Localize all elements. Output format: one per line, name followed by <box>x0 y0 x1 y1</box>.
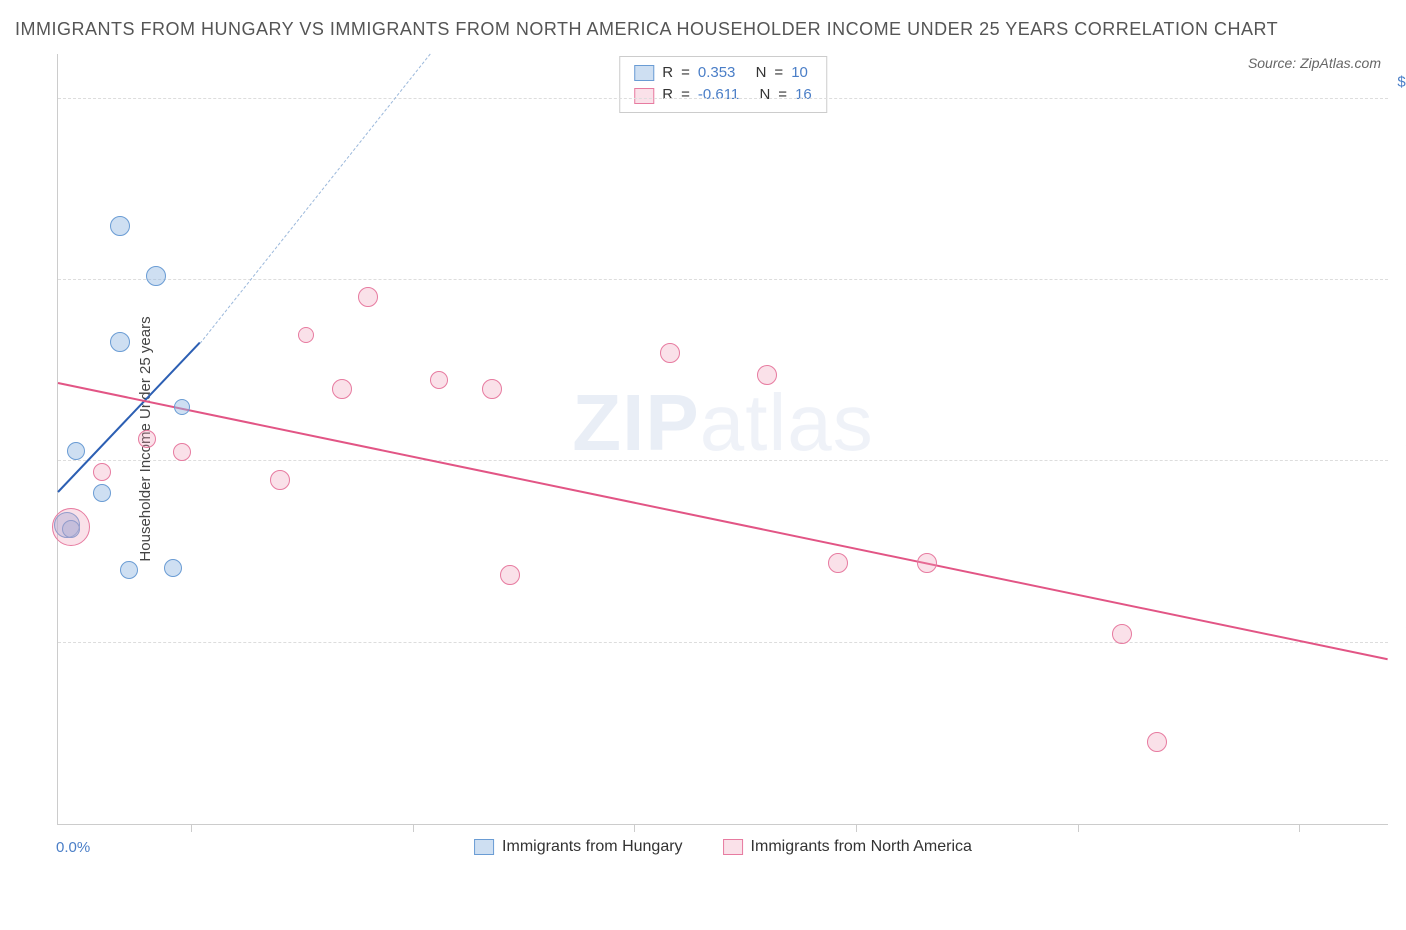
series-legend: Immigrants from Hungary Immigrants from … <box>474 838 972 856</box>
r-value-northamerica: -0.611 <box>698 84 739 107</box>
x-tick <box>1078 824 1079 832</box>
legend-row-northamerica: R = -0.611 N = 16 <box>634 84 812 107</box>
eq-sign: = <box>778 84 787 107</box>
data-point-northamerica <box>500 565 520 585</box>
data-point-northamerica <box>52 508 90 546</box>
data-point-hungary <box>164 559 182 577</box>
data-point-hungary <box>110 332 130 352</box>
gridline <box>58 642 1388 643</box>
x-tick <box>634 824 635 832</box>
y-tick-label: $100,000 <box>1397 74 1406 91</box>
watermark-bold: ZIP <box>572 378 699 467</box>
data-point-northamerica <box>173 443 191 461</box>
data-point-hungary <box>93 484 111 502</box>
trend-line <box>199 53 430 343</box>
eq-sign: = <box>681 84 690 107</box>
swatch-hungary <box>474 839 494 855</box>
correlation-legend: R = 0.353 N = 10 R = -0.611 N = 16 <box>619 56 827 113</box>
r-label: R <box>662 84 673 107</box>
data-point-northamerica <box>358 287 378 307</box>
n-label: N <box>756 62 767 85</box>
x-axis-min-label: 0.0% <box>56 839 90 856</box>
gridline <box>58 279 1388 280</box>
data-point-northamerica <box>828 553 848 573</box>
data-point-hungary <box>67 442 85 460</box>
data-point-northamerica <box>332 379 352 399</box>
x-tick <box>1299 824 1300 832</box>
eq-sign: = <box>681 62 690 85</box>
eq-sign: = <box>774 62 783 85</box>
data-point-hungary <box>110 216 130 236</box>
data-point-northamerica <box>660 343 680 363</box>
gridline <box>58 98 1388 99</box>
correlation-scatter-chart: Householder Income Under 25 years ZIPatl… <box>57 54 1388 825</box>
data-point-hungary <box>146 266 166 286</box>
data-point-northamerica <box>298 327 314 343</box>
trend-line <box>58 382 1388 660</box>
trend-line <box>57 342 200 493</box>
x-tick <box>191 824 192 832</box>
n-value-northamerica: 16 <box>795 84 812 107</box>
data-point-northamerica <box>93 463 111 481</box>
data-point-northamerica <box>917 553 937 573</box>
n-value-hungary: 10 <box>791 62 808 85</box>
data-point-northamerica <box>482 379 502 399</box>
x-tick <box>856 824 857 832</box>
data-point-hungary <box>120 561 138 579</box>
r-value-hungary: 0.353 <box>698 62 736 85</box>
x-tick <box>413 824 414 832</box>
n-label: N <box>759 84 770 107</box>
data-point-northamerica <box>138 430 156 448</box>
legend-row-hungary: R = 0.353 N = 10 <box>634 62 812 85</box>
series-name-hungary: Immigrants from Hungary <box>502 838 683 856</box>
r-label: R <box>662 62 673 85</box>
chart-title: IMMIGRANTS FROM HUNGARY VS IMMIGRANTS FR… <box>15 15 1391 44</box>
legend-item-hungary: Immigrants from Hungary <box>474 838 683 856</box>
swatch-hungary <box>634 65 654 81</box>
data-point-northamerica <box>1147 732 1167 752</box>
legend-item-northamerica: Immigrants from North America <box>723 838 972 856</box>
data-point-northamerica <box>430 371 448 389</box>
swatch-northamerica <box>634 88 654 104</box>
data-point-northamerica <box>1112 624 1132 644</box>
swatch-northamerica <box>723 839 743 855</box>
watermark: ZIPatlas <box>572 377 873 469</box>
data-point-hungary <box>174 399 190 415</box>
data-point-northamerica <box>270 470 290 490</box>
data-point-northamerica <box>757 365 777 385</box>
series-name-northamerica: Immigrants from North America <box>751 838 972 856</box>
watermark-light: atlas <box>700 378 874 467</box>
gridline <box>58 460 1388 461</box>
